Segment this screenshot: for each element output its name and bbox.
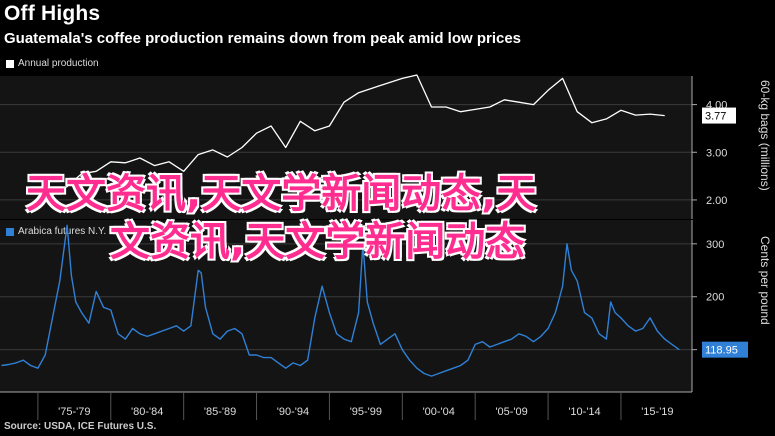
y-tick-label: 3.00 [706, 147, 727, 159]
chart-title: Off Highs [4, 2, 101, 25]
y-tick-label: 2.00 [706, 195, 727, 207]
futures-legend-swatch [6, 227, 14, 236]
x-tick-label: '95-'99 [350, 406, 382, 418]
x-tick-label: '75-'79 [58, 406, 90, 418]
last-value-box [702, 341, 748, 358]
last-value-box [702, 107, 736, 124]
last-value-label: 118.95 [705, 345, 738, 357]
futures-legend: Arabica futures N.Y. [6, 226, 106, 237]
x-tick-label: '05-'09 [495, 406, 527, 418]
x-tick-label: '90-'94 [277, 406, 309, 418]
y-tick-label: 200 [706, 292, 724, 304]
chart-subtitle: Guatemala's coffee production remains do… [4, 30, 522, 47]
x-tick-label: '10-'14 [568, 406, 600, 418]
futures-legend-label: Arabica futures N.Y. [18, 226, 107, 237]
source-note: Source: USDA, ICE Futures U.S. [4, 421, 157, 432]
watermark-line-1: 天文资讯,天文学新闻动态,天 [26, 171, 537, 217]
production-line [37, 74, 665, 197]
x-tick-label: '15-'19 [641, 406, 673, 418]
watermark-line-2: 文资讯,天文学新闻动态 [110, 219, 526, 265]
futures-line [1, 224, 680, 377]
production-legend-swatch [6, 59, 14, 68]
futures-plot-area [0, 220, 692, 392]
last-value-label: 3.77 [705, 111, 726, 123]
production-legend: Annual production [6, 58, 99, 69]
production-plot-area [0, 76, 692, 219]
x-tick-label: '85-'89 [204, 406, 236, 418]
y-tick-label: 300 [706, 239, 724, 251]
x-tick-label: '80-'84 [131, 406, 163, 418]
production-legend-label: Annual production [18, 58, 99, 69]
x-tick-label: '00-'04 [423, 406, 455, 418]
